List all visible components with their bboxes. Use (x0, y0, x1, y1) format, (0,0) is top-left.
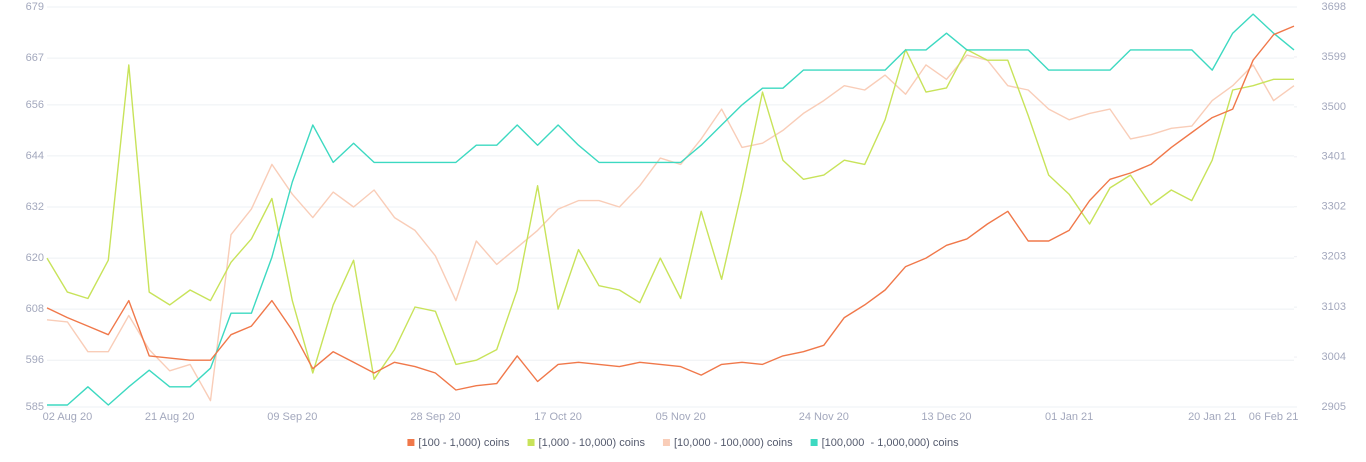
y-tick-label: 620 (26, 252, 44, 264)
x-tick-label: 17 Oct 20 (534, 411, 582, 423)
y-tick-label: 596 (26, 354, 44, 366)
x-tick-label: 13 Dec 20 (921, 411, 971, 423)
x-tick-label: 21 Aug 20 (145, 411, 195, 423)
series-line (46, 54, 1295, 402)
y-tick-label: 656 (26, 99, 44, 111)
legend-swatch (662, 439, 670, 446)
y-tick-label: 667 (26, 52, 44, 64)
x-tick-label: 28 Sep 20 (410, 411, 460, 423)
series-line (47, 13, 1295, 406)
y-tick-label: 644 (26, 150, 44, 162)
series-line (46, 48, 1294, 380)
legend-swatch (527, 439, 535, 446)
x-tick-label: 20 Jan 21 (1188, 411, 1236, 423)
series-line (46, 25, 1295, 391)
y2-tick-label: 3599 (1322, 51, 1346, 63)
legend-label: [100,000 - 1,000,000) coins (822, 437, 959, 449)
y2-tick-label: 3698 (1322, 1, 1346, 13)
legend-label: [100 - 1,000) coins (418, 437, 510, 449)
legend: [100 - 1,000) coins [1,000 - 10,000) coin… (407, 437, 959, 449)
y-tick-label: 585 (26, 401, 44, 413)
y-tick-label: 632 (26, 201, 44, 213)
y2-tick-label: 3103 (1322, 301, 1346, 313)
y2-tick-label: 3500 (1322, 101, 1346, 113)
x-tick-label: 09 Sep 20 (267, 411, 317, 423)
x-tick-label: 02 Aug 20 (43, 411, 93, 423)
y2-tick-label: 3004 (1322, 351, 1346, 363)
x-tick-label: 06 Feb 21 (1249, 411, 1299, 423)
legend-swatch (407, 439, 415, 446)
legend-label: [10,000 - 100,000) coins (674, 437, 793, 449)
legend-swatch (810, 439, 818, 446)
y2-tick-label: 2905 (1322, 401, 1346, 413)
x-tick-label: 01 Jan 21 (1045, 411, 1093, 423)
y2-tick-label: 3302 (1322, 201, 1346, 213)
y2-tick-label: 3401 (1322, 151, 1346, 163)
y-tick-label: 679 (26, 1, 44, 13)
y2-tick-label: 3203 (1322, 251, 1346, 263)
y-tick-label: 608 (26, 303, 44, 315)
x-tick-label: 05 Nov 20 (656, 411, 706, 423)
legend-label: [1,000 - 10,000) coins (539, 437, 646, 449)
x-tick-label: 24 Nov 20 (799, 411, 849, 423)
